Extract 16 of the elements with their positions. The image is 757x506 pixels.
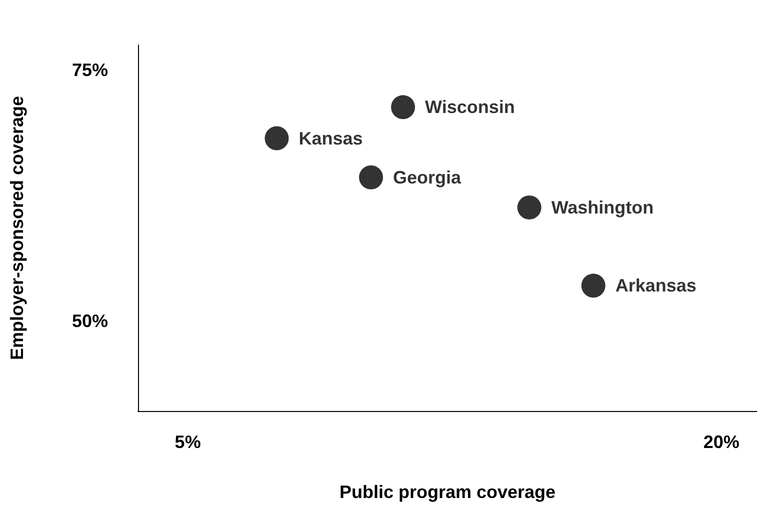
- point: [264, 126, 289, 150]
- point: [581, 274, 606, 298]
- y-tick-label: 75%: [72, 60, 108, 80]
- series-label: Georgia: [393, 167, 462, 188]
- point: [391, 95, 416, 120]
- x-axis-title: Public program coverage: [339, 482, 556, 502]
- y-tick-label: 50%: [72, 310, 108, 331]
- point: [359, 165, 384, 190]
- series-label: Arkansas: [615, 276, 696, 296]
- series-label: Washington: [551, 197, 654, 218]
- point: [517, 195, 542, 220]
- series-label: Kansas: [298, 128, 363, 148]
- series-label: Wisconsin: [425, 97, 515, 118]
- x-tick-label: 5%: [174, 432, 201, 452]
- y-axis-title: Employer-sponsored coverage: [7, 96, 27, 360]
- x-tick-label: 20%: [703, 432, 740, 452]
